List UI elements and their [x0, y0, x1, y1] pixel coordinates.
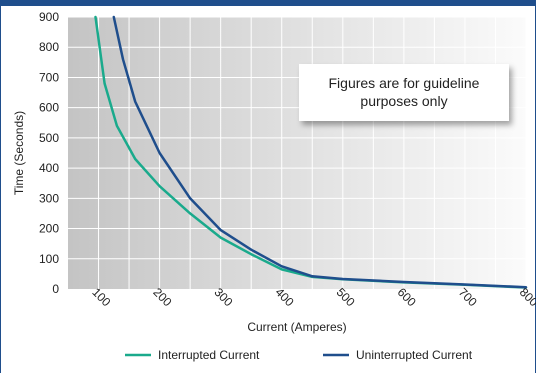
y-tick-label: 900: [39, 10, 59, 24]
y-tick-label: 100: [39, 252, 59, 266]
y-tick-label: 0: [52, 282, 59, 296]
y-tick-label: 400: [39, 161, 59, 175]
y-tick-label: 300: [39, 191, 59, 205]
y-tick-labels: 0 100 200 300 400 500 600 700 800 900: [39, 10, 59, 296]
legend-label-uninterrupted: Uninterrupted Current: [356, 348, 473, 362]
plot-area: [68, 17, 526, 289]
x-axis-title: Current (Amperes): [247, 320, 346, 334]
y-tick-label: 800: [39, 40, 59, 54]
note-box: Figures are for guideline purposes only: [299, 64, 509, 121]
series-layer: [94, 15, 528, 289]
y-axis-title: Time (Seconds): [12, 111, 26, 195]
header-bar: [1, 0, 536, 6]
y-tick-label: 700: [39, 70, 59, 84]
y-tick-label: 500: [39, 131, 59, 145]
series-line-uninterrupted: [112, 15, 528, 289]
legend: Interrupted Current Uninterrupted Curren…: [125, 348, 473, 362]
y-tick-label: 200: [39, 222, 59, 236]
note-text: Figures are for guideline purposes only: [329, 75, 480, 109]
y-tick-label: 600: [39, 101, 59, 115]
grid: [68, 16, 527, 289]
legend-label-interrupted: Interrupted Current: [158, 348, 260, 362]
